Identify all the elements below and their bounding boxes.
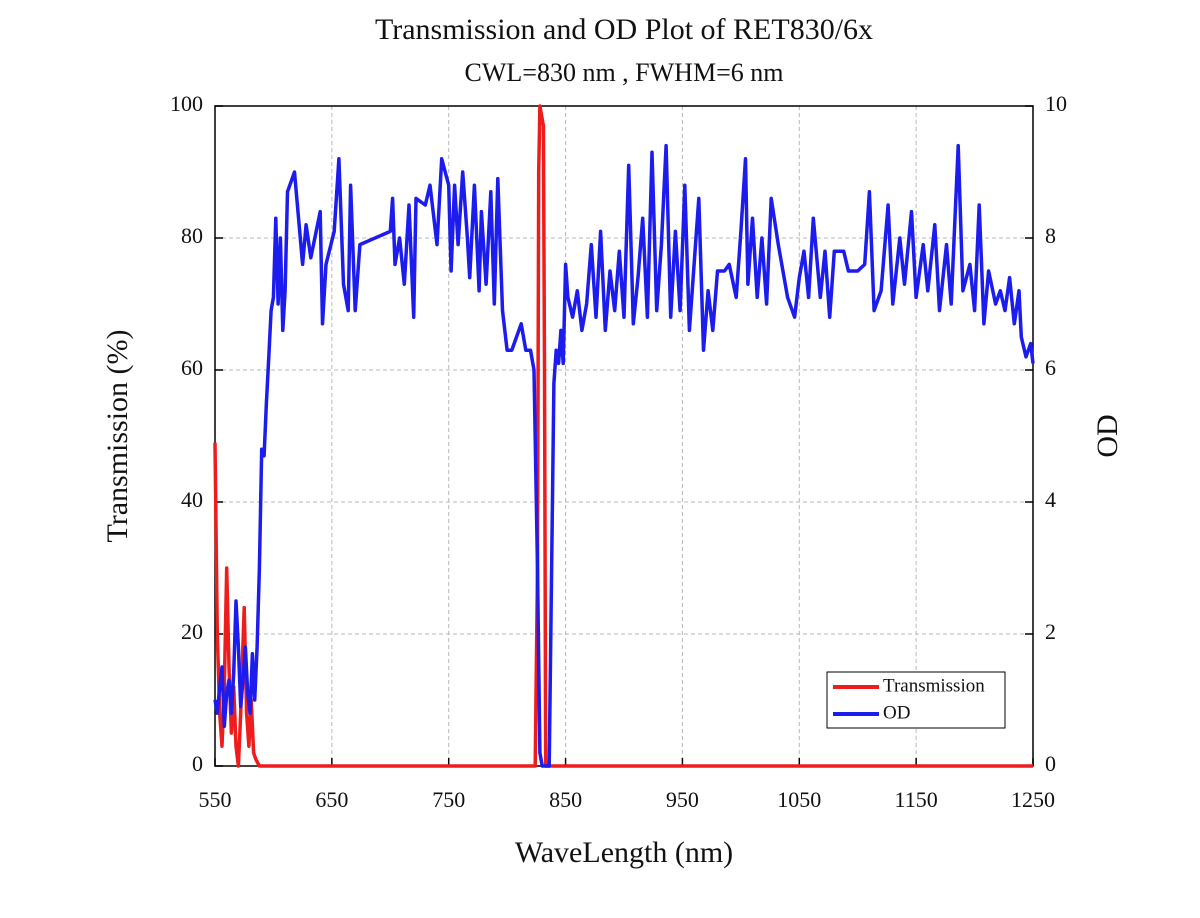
x-tick-label: 1250: [1011, 787, 1055, 812]
y2-tick-label: 10: [1045, 91, 1067, 116]
chart-subtitle: CWL=830 nm , FWHM=6 nm: [465, 58, 784, 87]
y2-tick-label: 6: [1045, 355, 1056, 380]
y-tick-label: 100: [170, 91, 203, 116]
y2-tick-label: 4: [1045, 487, 1056, 512]
y-tick-label: 60: [181, 355, 203, 380]
y2-tick-label: 0: [1045, 751, 1056, 776]
x-tick-label: 550: [199, 787, 232, 812]
plot-frame: [214, 105, 1034, 767]
x-tick-label: 950: [666, 787, 699, 812]
series-line: [213, 143, 1035, 768]
x-tick-label: 1050: [777, 787, 821, 812]
y-tick-label: 80: [181, 223, 203, 248]
x-tick-label: 1150: [895, 787, 938, 812]
x-tick-label: 650: [315, 787, 348, 812]
series-line: [213, 104, 1033, 768]
y-tick-label: 0: [192, 751, 203, 776]
legend-label: OD: [883, 702, 910, 723]
y2-tick-label: 8: [1045, 223, 1056, 248]
x-tick-label: 850: [549, 787, 582, 812]
y-tick-label: 20: [181, 619, 203, 644]
y-axis-label: Transmission (%): [101, 329, 134, 542]
chart-title: Transmission and OD Plot of RET830/6x: [375, 13, 873, 46]
legend-box: [826, 671, 1006, 729]
y2-tick-label: 2: [1045, 619, 1056, 644]
legend-label: Transmission: [883, 675, 985, 696]
x-axis-label: WaveLength (nm): [515, 836, 733, 869]
y2-axis-label: OD: [1091, 414, 1124, 457]
x-tick-label: 750: [432, 787, 465, 812]
y-tick-label: 40: [181, 487, 203, 512]
